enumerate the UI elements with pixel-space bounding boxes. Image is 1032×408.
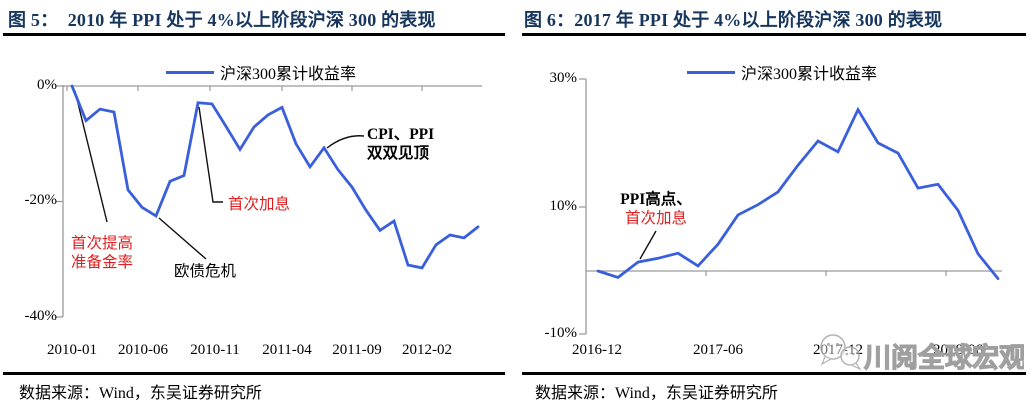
title-rule bbox=[522, 33, 1026, 36]
chart-canvas-fig6 bbox=[579, 78, 1002, 335]
y-tick-label: 30% bbox=[549, 70, 578, 86]
x-tick-label: 2012-02 bbox=[402, 342, 452, 358]
data-source: 数据来源：Wind，东吴证券研究所 bbox=[19, 385, 262, 402]
chart-canvas-fig5 bbox=[56, 84, 482, 318]
x-axis-ticks bbox=[66, 86, 423, 91]
annotation-line: 首次加息 bbox=[624, 210, 687, 227]
pointer-ppi-peak bbox=[639, 230, 657, 260]
annotation-line: 准备金率 bbox=[71, 254, 134, 271]
title-rule bbox=[3, 33, 505, 36]
pointer-first-rrr-hike bbox=[74, 90, 108, 223]
pointer-cpi-ppi-peak bbox=[326, 135, 365, 149]
x-tick-label: 2010-11 bbox=[190, 342, 240, 358]
figure6-title: 图 6：2017 年 PPI 处于 4%以上阶段沪深 300 的表现 bbox=[524, 10, 943, 30]
y-tick-label: 0% bbox=[37, 77, 57, 93]
legend-line-swatch bbox=[166, 70, 214, 74]
annotation-cpi-ppi-peak: CPI、PPI 双双见顶 bbox=[367, 125, 434, 163]
x-tick-label: 2011-04 bbox=[262, 342, 312, 358]
figure5-title: 图 5： 2010 年 PPI 处于 4%以上阶段沪深 300 的表现 bbox=[8, 10, 436, 30]
annotation-line: 双双见顶 bbox=[367, 145, 430, 162]
legend-label: 沪深300累计收益率 bbox=[220, 66, 357, 83]
watermark: 川阅全球宏观 bbox=[820, 334, 1024, 374]
figure5-panel: 图 5： 2010 年 PPI 处于 4%以上阶段沪深 300 的表现 沪深30… bbox=[3, 10, 505, 402]
csi300-return-line bbox=[596, 106, 1000, 281]
y-axis-ticks bbox=[579, 78, 586, 335]
annotation-european-debt-crisis: 欧债危机 bbox=[174, 262, 236, 281]
y-tick-label: -10% bbox=[544, 325, 578, 341]
x-tick-label: 2018-06 bbox=[933, 342, 983, 358]
annotation-line: 首次提高 bbox=[71, 235, 134, 252]
csi300-return-line bbox=[70, 84, 480, 270]
legend-label: 沪深300累计收益率 bbox=[741, 66, 878, 83]
pointer-first-rate-hike bbox=[198, 106, 223, 203]
annotation-first-rate-hike: 首次加息 bbox=[228, 195, 290, 214]
data-source: 数据来源：Wind，东吴证券研究所 bbox=[535, 385, 778, 402]
legend: 沪深300累计收益率 bbox=[166, 60, 356, 84]
wechat-logo-icon bbox=[820, 334, 862, 371]
x-axis-ticks bbox=[705, 271, 947, 276]
legend-line-swatch bbox=[687, 70, 735, 74]
x-tick-label: 2011-09 bbox=[332, 342, 382, 358]
y-tick-label: 10% bbox=[549, 198, 578, 214]
x-tick-label: 2016-12 bbox=[572, 342, 622, 358]
figure6-panel: 图 6：2017 年 PPI 处于 4%以上阶段沪深 300 的表现 沪深300… bbox=[516, 0, 1032, 408]
annotation-line: PPI高点、 bbox=[620, 191, 692, 208]
watermark-text: 川阅全球宏观 bbox=[864, 342, 1024, 373]
x-tick-label: 2017-06 bbox=[693, 342, 743, 358]
bottom-rule bbox=[3, 372, 505, 375]
y-tick-label: -20% bbox=[24, 192, 58, 208]
pointer-european-debt-crisis bbox=[158, 217, 207, 260]
annotation-first-rrr-hike: 首次提高 准备金率 bbox=[71, 234, 133, 272]
annotation-line: 首次加息 bbox=[228, 196, 291, 213]
y-axis-ticks bbox=[56, 85, 63, 318]
x-tick-label: 2010-06 bbox=[118, 342, 168, 358]
annotation-line: CPI、PPI bbox=[367, 126, 435, 143]
bottom-rule bbox=[522, 372, 1026, 375]
x-tick-label: 2010-01 bbox=[47, 342, 97, 358]
y-tick-label: -40% bbox=[24, 308, 58, 324]
annotation-ppi-peak-first-rate-hike: PPI高点、 首次加息 bbox=[612, 190, 700, 228]
x-tick-label: 2017-12 bbox=[805, 342, 871, 359]
annotation-line: 欧债危机 bbox=[174, 263, 237, 280]
legend: 沪深300累计收益率 bbox=[687, 60, 877, 84]
